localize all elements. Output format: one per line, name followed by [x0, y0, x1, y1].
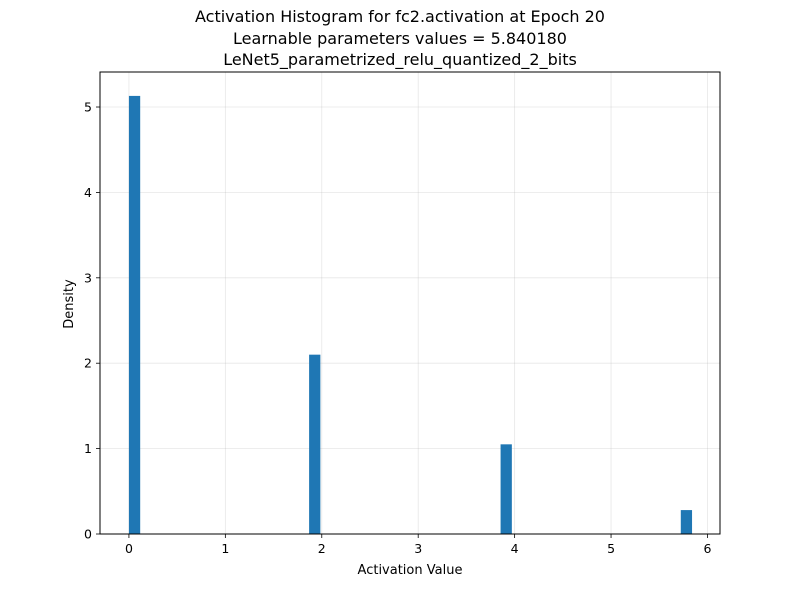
x-tick-label-0: 0 [125, 541, 133, 556]
x-tick-label-1: 1 [221, 541, 229, 556]
histogram-bar-3 [680, 510, 693, 534]
y-tick-label-5: 5 [84, 100, 92, 115]
y-axis-ticks: 0 1 2 3 4 5 [84, 100, 100, 542]
histogram-bar-0 [128, 95, 141, 534]
y-axis-label: Density [62, 279, 77, 329]
chart-title-line-3: LeNet5_parametrized_relu_quantized_2_bit… [223, 50, 577, 70]
bars [128, 95, 693, 534]
x-axis-ticks: 0 1 2 3 4 5 6 [125, 534, 711, 556]
x-tick-label-5: 5 [607, 541, 615, 556]
y-tick-label-0: 0 [84, 527, 92, 542]
grid [100, 72, 720, 535]
x-tick-label-2: 2 [318, 541, 326, 556]
y-tick-label-1: 1 [84, 441, 92, 456]
y-tick-label-3: 3 [84, 270, 92, 285]
chart-title-line-1: Activation Histogram for fc2.activation … [195, 7, 605, 26]
x-tick-label-6: 6 [703, 541, 711, 556]
chart-title: Activation Histogram for fc2.activation … [195, 7, 605, 70]
x-axis-label: Activation Value [358, 563, 463, 578]
x-tick-label-3: 3 [414, 541, 422, 556]
plot-frame [99, 71, 721, 535]
chart-title-line-2: Learnable parameters values = 5.840180 [233, 29, 567, 48]
y-tick-label-4: 4 [84, 185, 92, 200]
histogram-bar-2 [500, 444, 512, 534]
histogram-bar-1 [309, 354, 321, 534]
y-tick-label-2: 2 [84, 356, 92, 371]
x-tick-label-4: 4 [511, 541, 519, 556]
